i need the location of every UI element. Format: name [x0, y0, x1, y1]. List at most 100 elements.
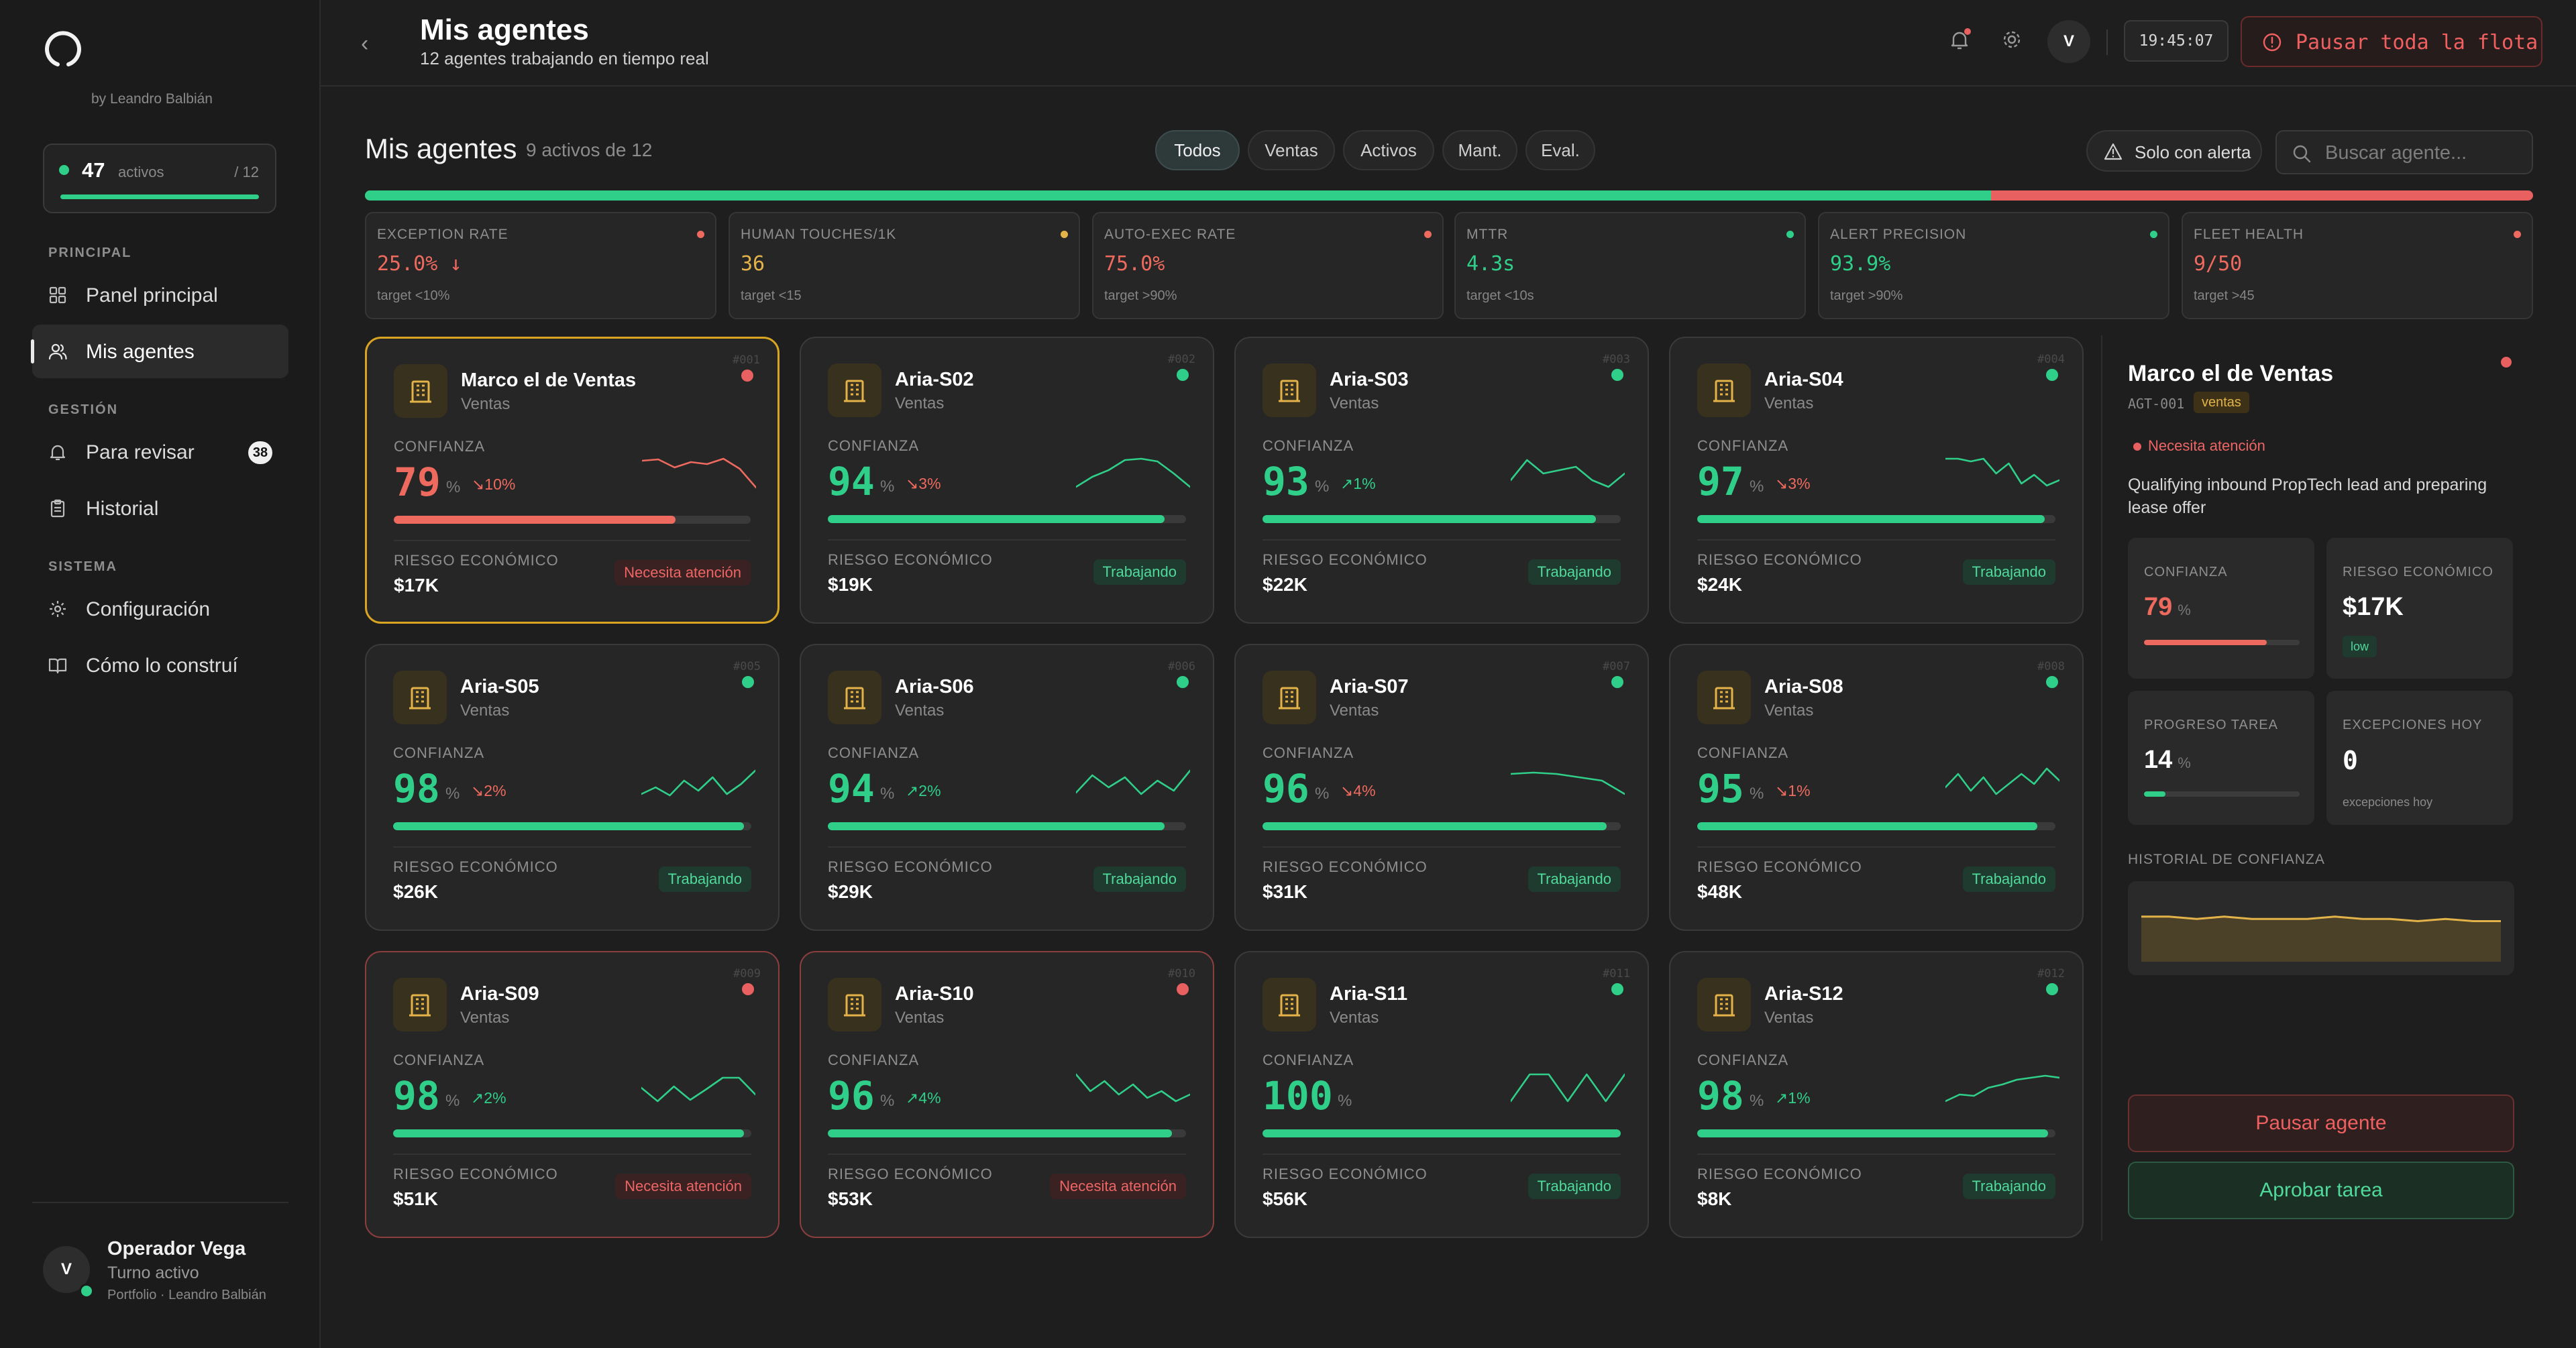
percent-sign: % — [445, 785, 460, 803]
agent-card[interactable]: Aria-S04 Ventas #004 CONFIANZA 97% ↘3% RIESGO … — [1669, 337, 2084, 624]
filter-chip-ventas[interactable]: Ventas — [1248, 130, 1335, 170]
confidence-bar — [393, 1129, 751, 1137]
agent-card[interactable]: Marco el de Ventas Ventas #001 CONFIANZA 79%… — [365, 337, 780, 624]
alert-circle-icon — [2263, 33, 2282, 52]
kpi-target: target >90% — [1104, 288, 1177, 303]
agent-team: Ventas — [1764, 394, 1814, 412]
agent-team: Ventas — [460, 701, 510, 720]
confidence-sparkline — [1511, 1073, 1625, 1103]
confidence-label: CONFIANZA — [828, 744, 920, 761]
status-badge: Necesita atención — [1050, 1174, 1186, 1199]
sidebar-item-panel-principal[interactable]: Panel principal — [32, 268, 288, 322]
sidebar-item-configuracion[interactable]: Configuración — [32, 582, 288, 636]
agent-building-icon-box — [828, 671, 881, 724]
operator-shift: Turno activo — [107, 1263, 199, 1282]
agent-card[interactable]: Aria-S11 Ventas #011 CONFIANZA 100% RIESGO EC… — [1234, 951, 1649, 1238]
trend-arrow-icon: ↗ — [1775, 1089, 1788, 1107]
status-badge: Trabajando — [1527, 1174, 1621, 1199]
notification-dot — [1964, 28, 1971, 35]
agent-card[interactable]: Aria-S08 Ventas #008 CONFIANZA 95% ↘1% RIESGO … — [1669, 644, 2084, 931]
notifications-bell-icon[interactable] — [1948, 28, 1971, 51]
detail-confidence-fill — [2144, 640, 2267, 645]
kpi-card: ALERT PRECISION 93.9% target >90% — [1818, 212, 2169, 319]
agent-name: Aria-S07 — [1330, 676, 1409, 697]
building-icon — [1279, 687, 1300, 710]
filter-chip-mant[interactable]: Mant. — [1442, 130, 1517, 170]
detail-task-description: Qualifying inbound PropTech lead and pre… — [2128, 475, 2487, 517]
sidebar-item-label: Configuración — [86, 598, 211, 620]
filter-chip-eval[interactable]: Eval. — [1525, 130, 1595, 170]
confidence-delta: ↗1% — [1340, 475, 1376, 492]
confidence-bar — [828, 822, 1186, 830]
kpi-status-dot — [2514, 231, 2521, 238]
risk-value: $19K — [828, 574, 873, 595]
users-icon — [48, 343, 67, 360]
filter-chip-activos[interactable]: Activos — [1343, 130, 1434, 170]
kpi-status-dot — [1786, 231, 1794, 238]
agent-status-dot — [1611, 369, 1623, 381]
detail-team-tag: ventas — [2194, 392, 2249, 413]
confidence-value: 94 — [828, 459, 875, 504]
pause-agent-button[interactable]: Pausar agente — [2128, 1094, 2514, 1152]
search-input[interactable] — [2324, 138, 2521, 168]
confidence-sparkline — [641, 769, 755, 797]
sidebar-item-como-lo-construi[interactable]: Cómo lo construí — [32, 638, 288, 692]
confidence-delta: ↘3% — [1775, 475, 1811, 492]
kpi-value: 75.0% — [1104, 252, 1165, 276]
confidence-label: CONFIANZA — [828, 1052, 920, 1068]
confidence-label: CONFIANZA — [394, 438, 486, 455]
agent-card[interactable]: Aria-S03 Ventas #003 CONFIANZA 93% ↗1% RIESGO … — [1234, 337, 1649, 624]
kpi-target: target >90% — [1830, 288, 1903, 303]
agent-building-icon-box — [828, 363, 881, 417]
percent-sign: % — [1338, 1092, 1352, 1110]
agent-card[interactable]: Aria-S10 Ventas #010 CONFIANZA 96% ↗4% RIESGO … — [800, 951, 1214, 1238]
detail-confidence-box: CONFIANZA 79% — [2128, 538, 2314, 679]
agent-card[interactable]: Aria-S07 Ventas #007 CONFIANZA 96% ↘4% RIESGO … — [1234, 644, 1649, 931]
back-button[interactable]: ‹ — [361, 31, 369, 56]
confidence-value: 94 — [828, 766, 875, 811]
approve-task-button[interactable]: Aprobar tarea — [2128, 1162, 2514, 1219]
agent-card[interactable]: Aria-S05 Ventas #005 CONFIANZA 98% ↘2% RIESGO … — [365, 644, 780, 931]
agent-card[interactable]: Aria-S02 Ventas #002 CONFIANZA 94% ↘3% RIESGO … — [800, 337, 1214, 624]
detail-exceptions-value: 0 — [2343, 746, 2358, 775]
status-badge: Trabajando — [1093, 559, 1186, 585]
sidebar-item-label: Mis agentes — [86, 341, 195, 363]
status-badge: Trabajando — [1093, 866, 1186, 892]
agent-team: Ventas — [895, 701, 945, 720]
card-divider — [828, 539, 1186, 541]
agent-team: Ventas — [1764, 701, 1814, 720]
agent-number: #012 — [2037, 967, 2065, 980]
logo-icon[interactable] — [43, 30, 83, 70]
sparkline-path — [641, 1076, 755, 1103]
sidebar-item-para-revisar[interactable]: Para revisar 38 — [32, 425, 288, 479]
detail-confidence-bar — [2144, 640, 2300, 645]
risk-value: $31K — [1263, 881, 1307, 902]
trend-arrow-icon: ↘ — [1340, 782, 1354, 799]
active-agents-count: 9 activos de 12 — [526, 139, 653, 160]
agent-card[interactable]: Aria-S09 Ventas #009 CONFIANZA 98% ↗2% RIESGO … — [365, 951, 780, 1238]
agent-number: #001 — [733, 353, 760, 367]
agent-card[interactable]: Aria-S06 Ventas #006 CONFIANZA 94% ↗2% RIESGO … — [800, 644, 1214, 931]
pause-fleet-button[interactable]: Pausar toda la flota — [2241, 16, 2542, 67]
settings-gear-icon[interactable] — [2000, 28, 2023, 51]
history-area — [2141, 916, 2501, 962]
sidebar-item-mis-agentes[interactable]: Mis agentes — [31, 325, 288, 378]
card-divider — [1697, 1154, 2055, 1155]
risk-value: $8K — [1697, 1188, 1732, 1209]
sparkline-path — [1945, 1074, 2059, 1103]
sidebar-item-historial[interactable]: Historial — [32, 482, 288, 535]
filter-chip-todos[interactable]: Todos — [1155, 130, 1240, 170]
agent-number: #003 — [1603, 353, 1630, 366]
agent-card[interactable]: Aria-S12 Ventas #012 CONFIANZA 98% ↗1% RIESGO … — [1669, 951, 2084, 1238]
kpi-value: 25.0% ↓ — [377, 252, 462, 276]
confidence-value: 79 — [394, 459, 441, 505]
user-avatar[interactable]: V — [2047, 20, 2090, 63]
confidence-bar-fill — [828, 515, 1165, 523]
alert-only-toggle[interactable]: Solo con alerta — [2086, 130, 2262, 172]
active-total: / 12 — [234, 164, 259, 180]
active-progress-bar — [60, 194, 259, 199]
confidence-value: 96 — [828, 1073, 875, 1119]
kpi-status-dot — [1061, 231, 1068, 238]
building-icon — [1713, 994, 1735, 1017]
confidence-bar — [1263, 822, 1621, 830]
